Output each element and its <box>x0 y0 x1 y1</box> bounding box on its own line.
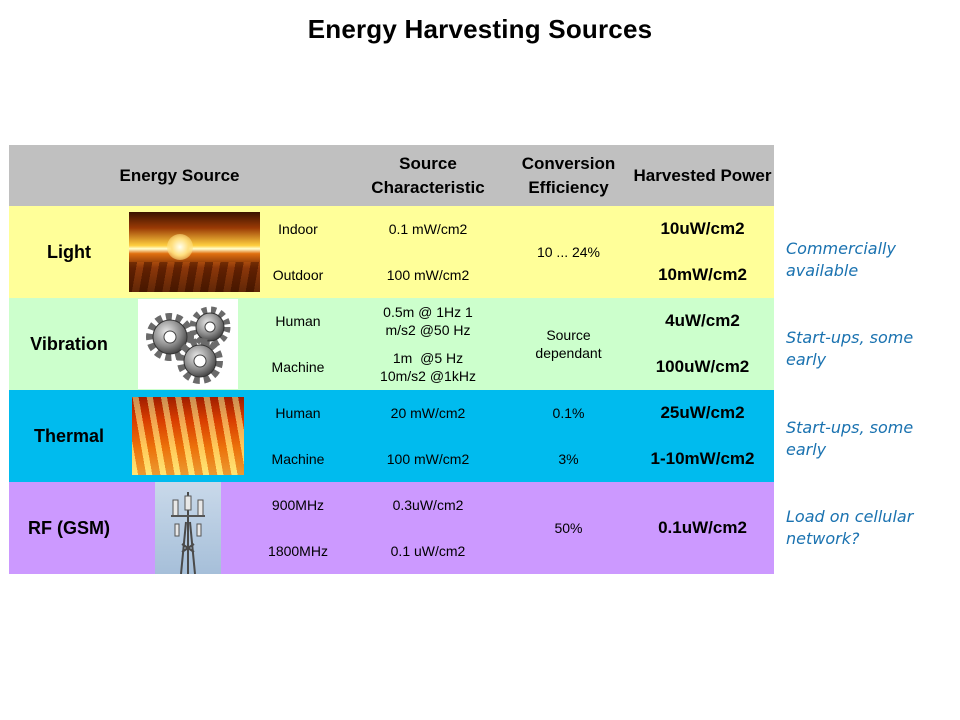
characteristic-vibration-machine: 1m @5 Hz 10m/s2 @1kHz <box>350 344 506 390</box>
efficiency-thermal-machine: 3% <box>506 436 631 482</box>
note-rf: Load on cellular network? <box>786 507 914 548</box>
table-header-row: Energy Source Source Characteristic Conv… <box>9 145 774 206</box>
source-name-vibration: Vibration <box>9 298 129 390</box>
note-light: Commercially available <box>786 239 896 280</box>
cell-tower-image <box>154 482 221 574</box>
characteristic-light-outdoor: 100 mW/cm2 <box>350 252 506 298</box>
power-light-indoor: 10uW/cm2 <box>631 206 774 252</box>
characteristic-thermal-human: 20 mW/cm2 <box>350 390 506 436</box>
fire-image <box>131 397 244 475</box>
table-row: Thermal Human 20 mW/cm2 0.1% 25uW/cm2 <box>9 390 774 482</box>
gears-image <box>137 299 238 389</box>
power-thermal-machine: 1-10mW/cm2 <box>631 436 774 482</box>
condition-human: Human <box>246 390 350 436</box>
power-light-outdoor: 10mW/cm2 <box>631 252 774 298</box>
table-row: RF (GSM) <box>9 482 774 574</box>
condition-machine: Machine <box>246 436 350 482</box>
characteristic-thermal-machine: 100 mW/cm2 <box>350 436 506 482</box>
table-row: Vibration <box>9 298 774 390</box>
source-name-rf: RF (GSM) <box>9 482 129 574</box>
source-name-thermal: Thermal <box>9 390 129 482</box>
condition-outdoor: Outdoor <box>246 252 350 298</box>
header-energy-source: Energy Source <box>9 145 350 206</box>
header-conversion-efficiency: Conversion Efficiency <box>506 145 631 206</box>
header-harvested-power: Harvested Power <box>631 145 774 206</box>
power-vibration-human: 4uW/cm2 <box>631 298 774 344</box>
condition-human: Human <box>246 298 350 344</box>
table-row: 1800MHz 0.1 uW/cm2 <box>9 528 774 574</box>
condition-1800mhz: 1800MHz <box>246 528 350 574</box>
characteristic-rf-900mhz: 0.3uW/cm2 <box>350 482 506 528</box>
slide-title: Energy Harvesting Sources <box>307 14 653 44</box>
efficiency-rf: 50% <box>506 482 631 574</box>
source-name-light: Light <box>9 206 129 298</box>
efficiency-vibration: Source dependant <box>535 327 602 361</box>
energy-harvesting-table: Energy Source Source Characteristic Conv… <box>9 145 774 574</box>
condition-indoor: Indoor <box>246 206 350 252</box>
table-row: Machine 100 mW/cm2 3% 1-10mW/cm2 <box>9 436 774 482</box>
note-vibration: Start-ups, some early <box>786 328 914 369</box>
table-row: Outdoor 100 mW/cm2 10mW/cm2 <box>9 252 774 298</box>
power-thermal-human: 25uW/cm2 <box>631 390 774 436</box>
characteristic-light-indoor: 0.1 mW/cm2 <box>350 206 506 252</box>
sunset-image <box>129 212 260 292</box>
table-row: Machine 1m @5 Hz 10m/s2 @1kHz 100uW/cm2 <box>9 344 774 390</box>
header-source-characteristic: Source Characteristic <box>350 145 506 206</box>
efficiency-thermal-human: 0.1% <box>506 390 631 436</box>
characteristic-rf-1800mhz: 0.1 uW/cm2 <box>350 528 506 574</box>
efficiency-light: 10 ... 24% <box>506 206 631 298</box>
condition-900mhz: 900MHz <box>246 482 350 528</box>
note-thermal: Start-ups, some early <box>786 418 914 459</box>
power-rf: 0.1uW/cm2 <box>631 482 774 574</box>
power-vibration-machine: 100uW/cm2 <box>631 344 774 390</box>
table-row: Light Indoor 0.1 mW/cm2 10 ... 24% 10uW/… <box>9 206 774 298</box>
condition-machine: Machine <box>246 344 350 390</box>
characteristic-vibration-human: 0.5m @ 1Hz 1 m/s2 @50 Hz <box>350 298 506 344</box>
